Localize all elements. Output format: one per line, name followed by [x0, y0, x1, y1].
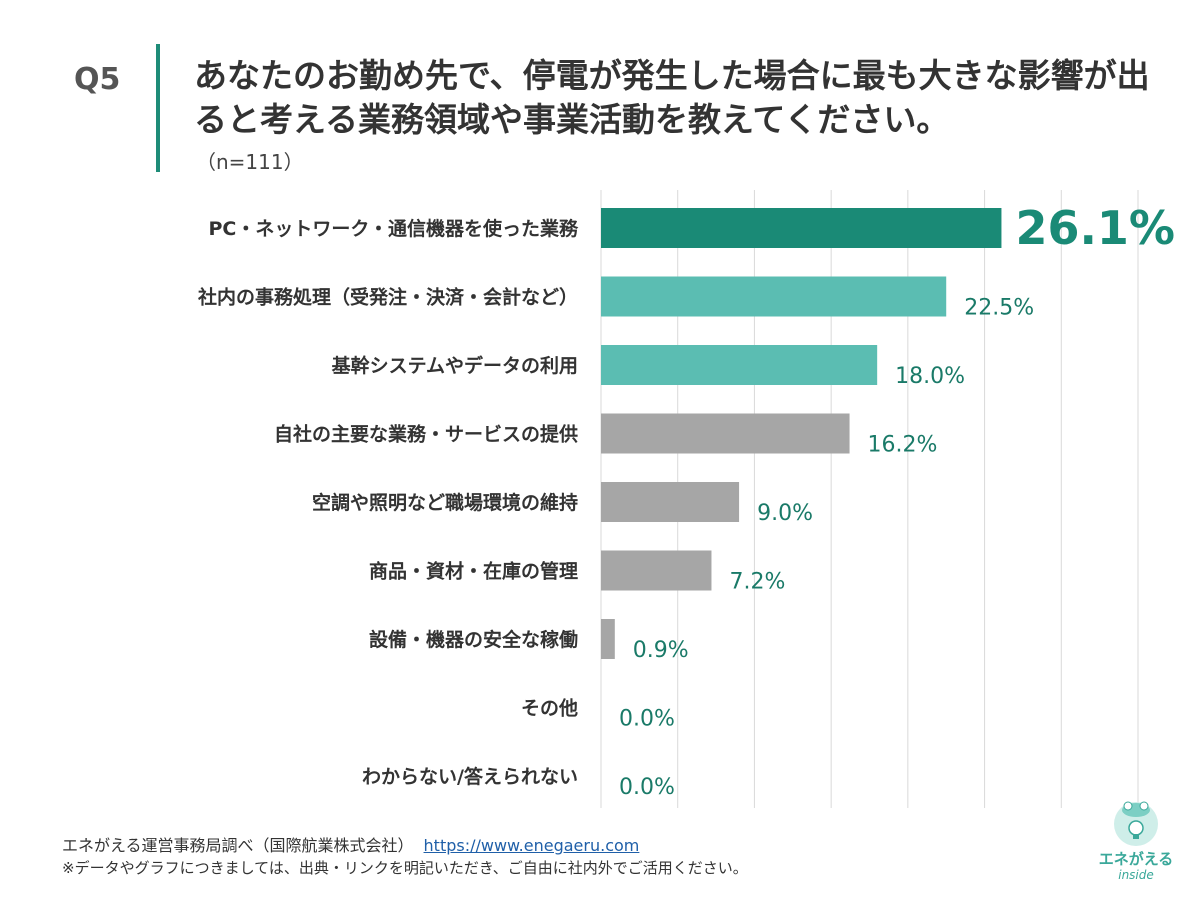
- value-label: 18.0%: [895, 364, 965, 389]
- footer-note: ※データやグラフにつきましては、出典・リンクを明記いただき、ご自由に社内外でご活…: [62, 859, 748, 877]
- category-label: 社内の事務処理（受発注・決済・会計など）: [197, 286, 578, 309]
- source-text: エネがえる運営事務局調べ（国際航業株式会社）: [62, 836, 414, 855]
- value-label: 0.0%: [619, 775, 675, 800]
- category-label: 基幹システムやデータの利用: [331, 354, 578, 377]
- footer-source: エネがえる運営事務局調べ（国際航業株式会社） https://www.enegae…: [62, 832, 639, 856]
- category-label: 商品・資材・在庫の管理: [369, 560, 578, 583]
- value-label: 0.9%: [633, 638, 689, 663]
- question-divider: [156, 44, 160, 172]
- value-label: 0.0%: [619, 707, 675, 732]
- value-label: 16.2%: [868, 433, 938, 458]
- value-label: 9.0%: [757, 501, 813, 526]
- bar: [601, 413, 850, 454]
- value-label: 7.2%: [729, 570, 785, 595]
- bar: [601, 619, 615, 659]
- category-label: 自社の主要な業務・サービスの提供: [274, 423, 578, 446]
- bar: [601, 276, 947, 317]
- category-label: 空調や照明など職場環境の維持: [312, 491, 578, 514]
- source-link[interactable]: https://www.enegaeru.com: [423, 836, 640, 855]
- question-title: あなたのお勤め先で、停電が発生した場合に最も大きな影響が出ると考える業務領域や事…: [194, 56, 1150, 139]
- sample-size: （n=111）: [196, 150, 304, 174]
- logo-name: エネがえる: [1098, 850, 1174, 868]
- category-label: その他: [521, 697, 578, 720]
- category-label: PC・ネットワーク・通信機器を使った業務: [209, 217, 579, 240]
- bar: [601, 482, 740, 522]
- value-label: 22.5%: [964, 296, 1034, 321]
- bar: [601, 345, 878, 385]
- bar: [601, 550, 712, 591]
- bar-chart: PC・ネットワーク・通信機器を使った業務 26.1% 社内の事務処理（受発注・決済・…: [197, 190, 1175, 808]
- category-label: 設備・機器の安全な稼働: [369, 628, 578, 651]
- category-label: わからない/答えられない: [362, 765, 578, 788]
- question-label: Q5: [74, 62, 121, 97]
- enegaeru-logo-icon: [1114, 801, 1158, 846]
- value-label: 26.1%: [1015, 201, 1175, 255]
- logo-sub: inside: [1118, 868, 1154, 882]
- bar: [601, 208, 1002, 248]
